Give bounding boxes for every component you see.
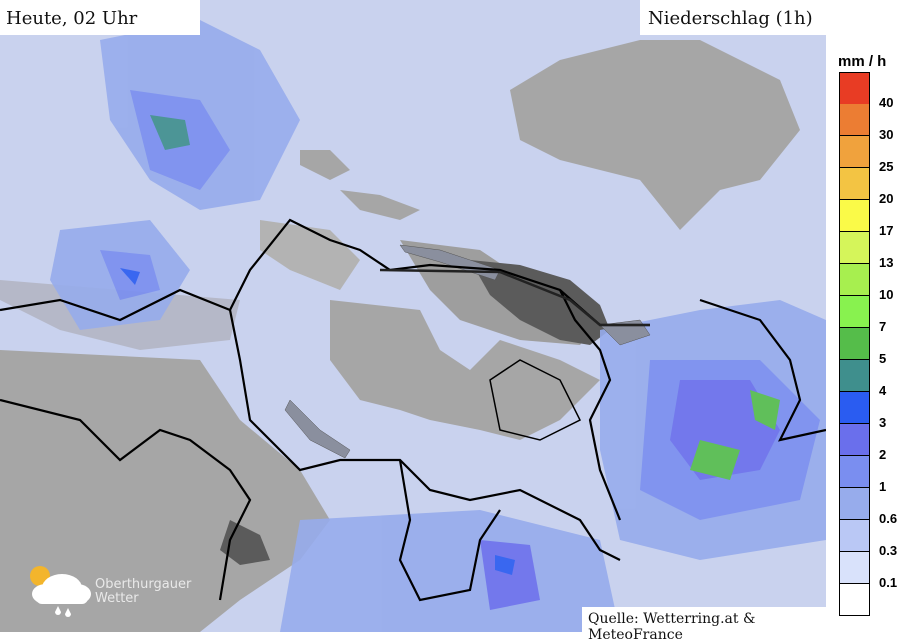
legend-label: 1 bbox=[879, 479, 887, 494]
legend-swatch bbox=[839, 520, 870, 552]
legend-swatch bbox=[839, 360, 870, 392]
legend-swatch bbox=[839, 328, 870, 360]
legend-swatch bbox=[839, 264, 870, 296]
lake-dark-area bbox=[470, 260, 610, 345]
legend-label: 0.1 bbox=[879, 575, 898, 590]
cloud-rain-icon bbox=[32, 574, 91, 617]
state-line bbox=[379, 268, 650, 327]
precipitation-map[interactable] bbox=[0, 0, 826, 632]
legend-swatch bbox=[839, 232, 870, 264]
legend-label: 20 bbox=[879, 191, 894, 206]
legend-swatch bbox=[839, 168, 870, 200]
source-credit: Quelle: Wetterring.at & MeteoFrance bbox=[582, 607, 826, 643]
legend-label: 17 bbox=[879, 223, 894, 238]
legend-swatch bbox=[839, 104, 870, 136]
legend-swatch bbox=[839, 424, 870, 456]
legend-swatch bbox=[839, 584, 870, 616]
legend-swatch bbox=[839, 200, 870, 232]
legend-label: 0.6 bbox=[879, 511, 898, 526]
legend-label: 2 bbox=[879, 447, 887, 462]
legend-swatch bbox=[839, 296, 870, 328]
layer-label: Niederschlag (1h) bbox=[640, 0, 826, 35]
legend: mm / h 40 30 25 20 17 13 10 7 5 4 3 2 1 0.6 0.3 0.1 bbox=[826, 40, 906, 616]
legend-swatch bbox=[839, 456, 870, 488]
legend-label: 7 bbox=[879, 319, 887, 334]
legend-label: 10 bbox=[879, 287, 894, 302]
weather-logo bbox=[30, 566, 91, 617]
legend-unit: mm / h bbox=[838, 53, 887, 70]
legend-label: 3 bbox=[879, 415, 887, 430]
legend-swatch bbox=[839, 136, 870, 168]
legend-label: 4 bbox=[879, 383, 887, 398]
logo-line2: Wetter bbox=[95, 591, 139, 606]
legend-swatch bbox=[839, 72, 870, 105]
legend-label: 13 bbox=[879, 255, 894, 270]
legend-label: 0.3 bbox=[879, 543, 898, 558]
legend-label: 5 bbox=[879, 351, 887, 366]
logo-text: Oberthurgauer Wetter bbox=[95, 578, 191, 606]
legend-swatch bbox=[839, 392, 870, 424]
borders bbox=[0, 218, 826, 602]
legend-swatch bbox=[839, 552, 870, 584]
logo-line1: Oberthurgauer bbox=[95, 577, 192, 592]
legend-label: 40 bbox=[879, 95, 894, 110]
precipitation-layer bbox=[50, 20, 826, 632]
legend-swatch bbox=[839, 488, 870, 520]
time-label: Heute, 02 Uhr bbox=[0, 0, 200, 35]
legend-label: 25 bbox=[879, 159, 894, 174]
legend-label: 30 bbox=[879, 127, 894, 142]
